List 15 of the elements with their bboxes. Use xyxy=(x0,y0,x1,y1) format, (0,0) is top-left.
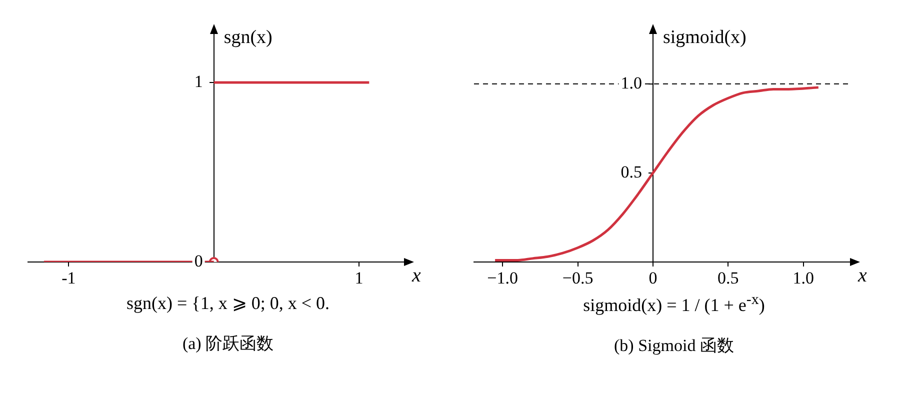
text: (a) 阶跃函数 xyxy=(182,333,274,355)
x-tick-label: 0 xyxy=(648,268,658,288)
y-axis-title: sgn(x) xyxy=(224,26,272,48)
x-tick-label: −1.0 xyxy=(487,268,518,288)
x-tick-label: 1.0 xyxy=(792,268,814,288)
text: (b) Sigmoid 函数 xyxy=(614,335,734,357)
x-tick-label: -1 xyxy=(62,268,76,288)
x-axis-title: x xyxy=(857,264,867,286)
text: sigmoid(x) = 1 / (1 + e$^{-x}$) xyxy=(583,292,765,316)
x-tick-label: 0.5 xyxy=(718,268,739,288)
x-axis-title: x xyxy=(411,264,421,286)
x-tick-label: 1 xyxy=(354,268,364,288)
y-axis-title: sigmoid(x) xyxy=(662,26,746,48)
text: sgn(x) = {1, x ⩾ 0; 0, x < 0. xyxy=(126,292,330,314)
x-tick-label: −0.5 xyxy=(562,268,594,288)
